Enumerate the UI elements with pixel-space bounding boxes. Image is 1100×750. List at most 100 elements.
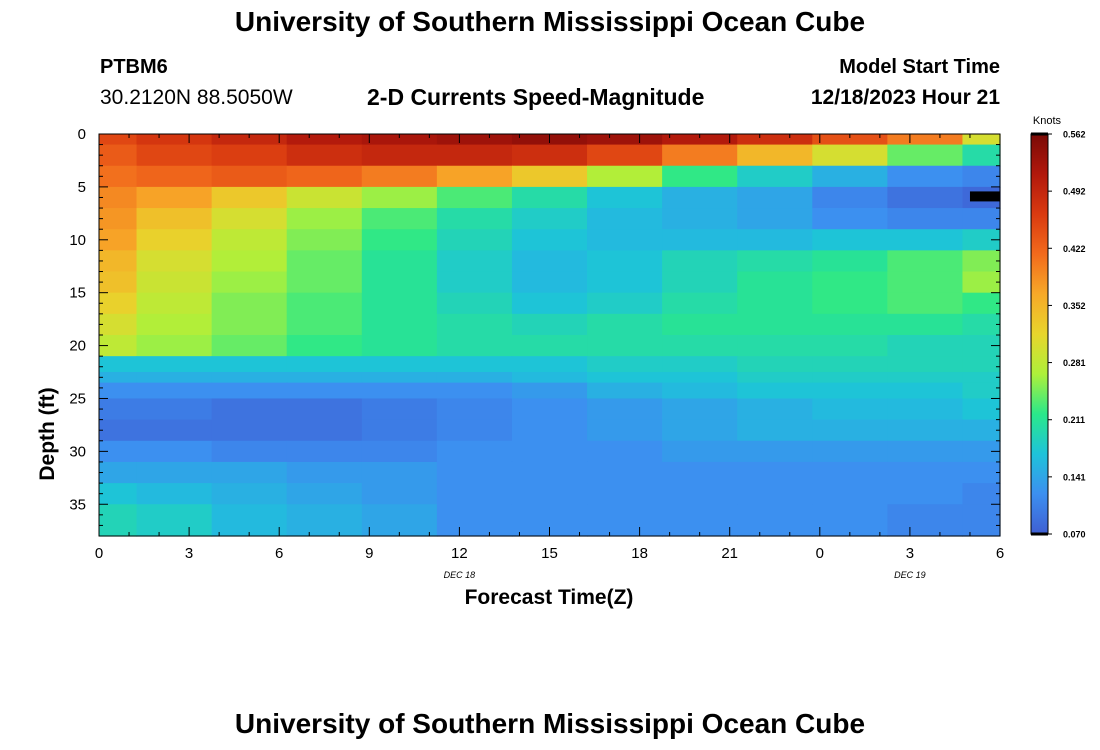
heatmap-cell: [887, 229, 964, 251]
heatmap-cell: [737, 208, 813, 230]
heatmap-cell: [662, 461, 738, 484]
heatmap-cell: [587, 271, 663, 294]
heatmap-cell: [136, 250, 213, 273]
heatmap-cell: [136, 398, 213, 421]
colorbar: Knots 0.562 0.492 0.422 0.352 0.281 0.211 0.14…: [1030, 115, 1086, 540]
heatmap-cell: [662, 335, 738, 357]
heatmap-cell: [511, 398, 588, 421]
heatmap-cell: [587, 313, 663, 336]
x-axis-label: Forecast Time(Z): [465, 586, 634, 609]
heatmap-cell: [662, 504, 738, 537]
heatmap-cell: [211, 419, 288, 442]
heatmap-cell: [99, 186, 138, 209]
heatmap-cell: [99, 335, 138, 357]
heatmap-cell: [436, 229, 513, 251]
heatmap-cell: [511, 144, 588, 167]
heatmap-cell: [511, 229, 588, 251]
heatmap-cell: [99, 229, 138, 251]
heatmap-cell: [962, 250, 1001, 273]
heatmap-cell: [737, 419, 813, 442]
heatmap-cell: [136, 292, 213, 315]
heatmap-cell: [136, 134, 213, 146]
heatmap-cell: [99, 504, 138, 537]
heatmap-cell: [737, 461, 813, 484]
heatmap-cell: [511, 186, 588, 209]
heatmap-cell: [737, 313, 813, 336]
heatmap-cell: [361, 292, 438, 315]
heatmap-cell: [286, 335, 363, 357]
heatmap-cell: [662, 483, 738, 505]
heatmap-cell: [211, 335, 288, 357]
heatmap-cell: [587, 382, 663, 400]
heatmap-cell: [962, 335, 1001, 357]
heatmap-cell: [511, 419, 588, 442]
heatmap-cell: [436, 292, 513, 315]
y-tick-label: 20: [69, 338, 86, 355]
page-title: University of Southern Mississippi Ocean…: [234, 6, 866, 37]
heatmap-cell: [662, 144, 738, 167]
heatmap-cell: [436, 356, 513, 373]
heatmap-cell: [887, 504, 964, 537]
heatmap-cell: [99, 440, 138, 463]
colorbar-tick-label: 0.492: [1063, 187, 1086, 197]
x-tick-label: 12: [451, 545, 468, 562]
depth-time-heatmap: 0 3 6 9 12 15 18 21 0 3 6 DEC 18 DEC 19 0 5 10 15 20 25 30 3…: [36, 115, 1086, 609]
heatmap-cell: [737, 229, 813, 251]
heatmap-cell: [962, 313, 1001, 336]
heatmap-cell: [99, 419, 138, 442]
heatmap-cell: [286, 292, 363, 315]
heatmap-cell: [812, 271, 888, 294]
colorbar-label: Knots: [1033, 115, 1062, 127]
heatmap-cell: [286, 250, 363, 273]
heatmap-cell: [211, 165, 288, 188]
heatmap-cell: [887, 398, 964, 421]
heatmap-cell: [286, 186, 363, 209]
heatmap-cell: [99, 398, 138, 421]
missing-data-marker: [969, 191, 1000, 202]
heatmap-cell: [136, 382, 213, 400]
heatmap-cell: [286, 134, 363, 146]
heatmap-cell: [511, 483, 588, 505]
heatmap-cell: [286, 313, 363, 336]
heatmap-cell: [211, 292, 288, 315]
heatmap-cell: [887, 250, 964, 273]
heatmap-cell: [211, 271, 288, 294]
heatmap-cell: [361, 208, 438, 230]
heatmap-cell: [211, 504, 288, 537]
heatmap-cell: [286, 356, 363, 373]
heatmap-cell: [211, 461, 288, 484]
heatmap-cell: [361, 144, 438, 167]
heatmap-cell: [662, 165, 738, 188]
y-axis-label: Depth (ft): [36, 387, 59, 480]
x-tick-label: 21: [721, 545, 738, 562]
heatmap-cell: [662, 356, 738, 373]
heatmap-cell: [511, 461, 588, 484]
heatmap-cell: [887, 313, 964, 336]
heatmap-cell: [436, 313, 513, 336]
heatmap-cell: [662, 271, 738, 294]
heatmap-cell: [99, 356, 138, 373]
heatmap-cell: [662, 440, 738, 463]
heatmap-cell: [887, 372, 964, 384]
heatmap-cell: [436, 461, 513, 484]
heatmap-cell: [812, 398, 888, 421]
plot-axes: 0 3 6 9 12 15 18 21 0 3 6 DEC 18 DEC 19 0 5 10 15 20 25 30 3…: [69, 126, 1004, 580]
x-tick-label: 18: [631, 545, 648, 562]
heatmap-cell: [211, 229, 288, 251]
x-tick-label: 0: [95, 545, 103, 562]
heatmap-cell: [99, 313, 138, 336]
heatmap-cell: [962, 440, 1001, 463]
x-tick-label: 3: [906, 545, 914, 562]
heatmap-cell: [812, 208, 888, 230]
heatmap-cell: [812, 165, 888, 188]
heatmap-cell: [587, 292, 663, 315]
heatmap-cell: [887, 335, 964, 357]
heatmap-cell: [286, 419, 363, 442]
heatmap-cell: [737, 292, 813, 315]
date-label: DEC 18: [444, 570, 476, 580]
heatmap-cell: [361, 165, 438, 188]
heatmap-cell: [737, 250, 813, 273]
heatmap-cell: [812, 292, 888, 315]
x-tick-label: 3: [185, 545, 193, 562]
heatmap-cell: [286, 382, 363, 400]
